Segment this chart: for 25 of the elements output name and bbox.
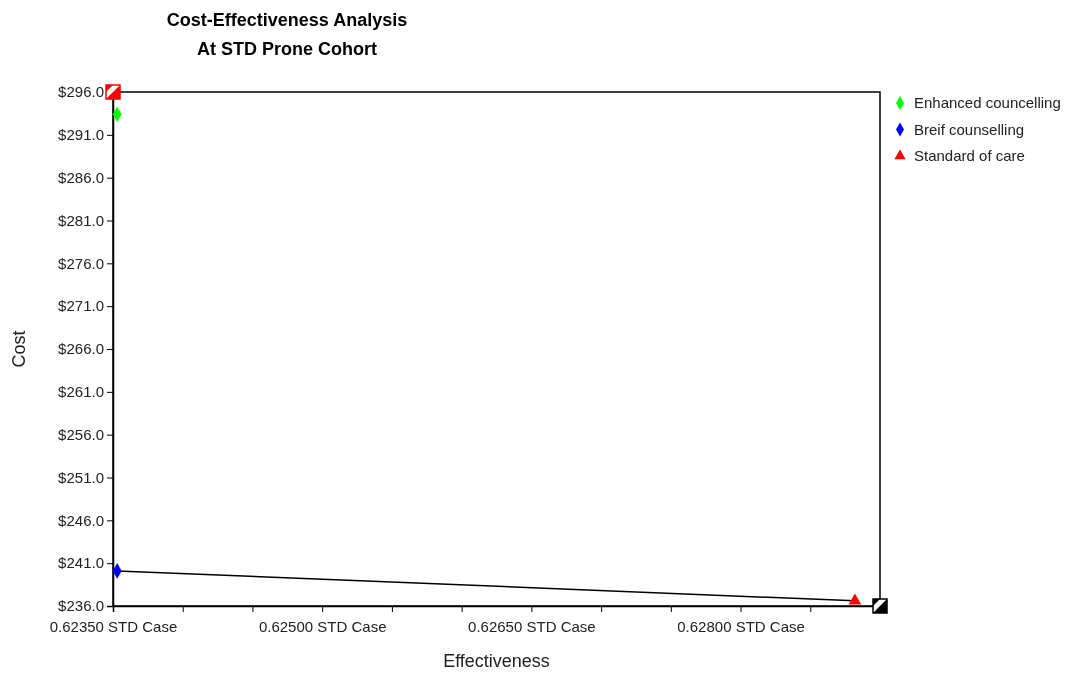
y-tick-label: $236.0: [58, 597, 104, 615]
legend-label: Standard of care: [914, 147, 1025, 164]
y-tick-label: $251.0: [58, 468, 104, 486]
y-axis-title: Cost: [9, 330, 29, 368]
y-tick-label: $291.0: [58, 126, 104, 144]
y-tick-label: $276.0: [58, 254, 104, 272]
y-tick-label: $266.0: [58, 340, 104, 358]
y-tick-label: $271.0: [58, 297, 104, 315]
chart-title: Cost-Effectiveness Analysis: [166, 10, 408, 30]
x-tick-label: 0.62650 STD Case: [468, 617, 596, 635]
legend-label: Breif counselling: [914, 120, 1025, 138]
y-tick-label: $261.0: [58, 383, 104, 401]
x-tick-label: 0.62500 STD Case: [258, 617, 387, 635]
x-tick-label: 0.62350 STD Case: [49, 617, 178, 635]
y-tick-label: $241.0: [58, 554, 104, 572]
point: [848, 593, 862, 605]
x-axis-title: Effectiveness: [443, 651, 550, 671]
legend-label: Enhanced councelling: [914, 94, 1061, 111]
x-tick-label: 0.62800 STD Case: [677, 617, 805, 635]
y-tick-label: $246.0: [58, 511, 104, 529]
y-tick-label: $296.0: [58, 83, 104, 101]
y-tick-label: $281.0: [58, 211, 104, 229]
y-tick-label: $256.0: [58, 425, 104, 443]
y-tick-label: $286.0: [58, 168, 104, 186]
chart-subtitle: At STD Prone Cohort: [197, 39, 377, 59]
